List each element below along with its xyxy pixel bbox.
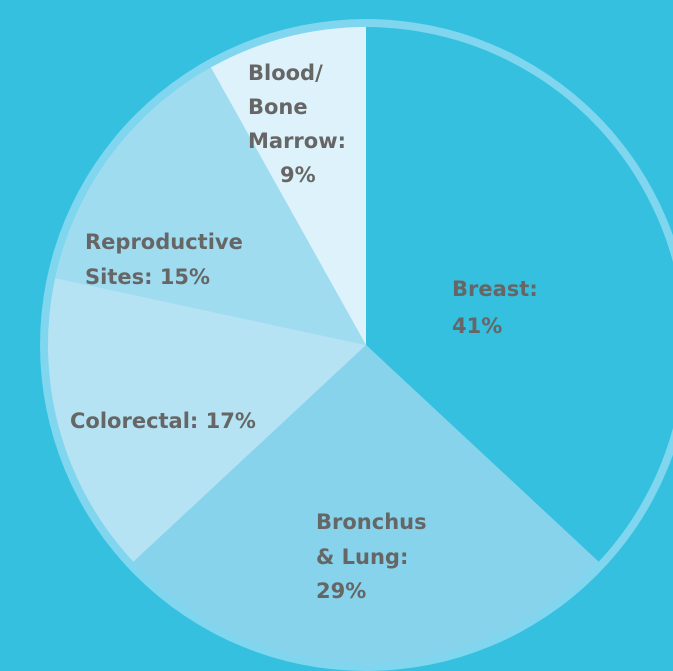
pie-slice — [366, 27, 673, 562]
slice-label: Bronchus — [316, 510, 427, 534]
pie-slice — [48, 278, 367, 562]
slice-label: Breast: — [452, 277, 538, 301]
pie-slice — [55, 67, 366, 345]
slice-label: & Lung: — [316, 545, 408, 569]
slice-label: 29% — [316, 579, 366, 603]
slice-label: Reproductive — [85, 230, 243, 254]
pie-slice — [133, 345, 599, 663]
slice-label: Blood/ — [248, 61, 323, 85]
slice-label: Sites: 15% — [85, 265, 210, 289]
pie-slice — [210, 26, 366, 345]
slice-label: 9% — [280, 163, 316, 187]
slice-label: 41% — [452, 314, 502, 338]
slice-label: Bone — [248, 95, 308, 119]
slice-label: Colorectal: 17% — [70, 409, 256, 433]
slice-label: Marrow: — [248, 129, 346, 153]
